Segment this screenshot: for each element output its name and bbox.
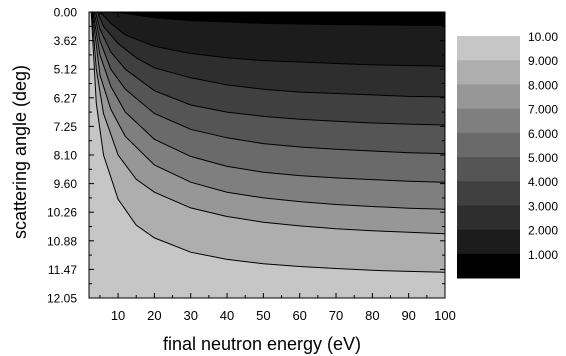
band-8 <box>89 12 445 298</box>
y-axis-ticks: 0.00 3.62 5.12 6.27 7.25 8.10 9.60 10.26 10.88 11… <box>47 6 445 306</box>
y-tick-label: 10.26 <box>47 206 77 220</box>
x-tick-label: 100 <box>434 308 456 323</box>
legend-label: 6.000 <box>528 127 558 141</box>
y-tick-label: 12.05 <box>47 292 77 306</box>
legend-swatch <box>457 108 520 134</box>
legend-swatch <box>457 84 520 110</box>
contour-line-4 <box>95 12 445 126</box>
legend-swatch <box>457 36 520 61</box>
y-axis-label: scattering angle (deg) <box>10 65 30 239</box>
contour-line-1 <box>110 12 445 26</box>
contour-line-2 <box>99 12 445 67</box>
contour-line-6 <box>92 12 445 183</box>
legend-label: 8.000 <box>528 78 558 92</box>
contour-line-9 <box>90 12 445 273</box>
legend-swatch <box>457 157 520 182</box>
legend-label: 9.000 <box>528 54 558 68</box>
band-9 <box>89 12 445 298</box>
color-legend: 10.00 9.000 8.000 7.000 6.000 5.000 4.000 3.000… <box>457 30 558 279</box>
y-tick-label: 9.60 <box>54 177 78 191</box>
x-tick-label: 70 <box>329 308 343 323</box>
x-tick-label: 40 <box>220 308 234 323</box>
x-axis-label: final neutron energy (eV) <box>163 334 361 354</box>
legend-swatch <box>457 205 520 231</box>
x-tick-label: 30 <box>183 308 197 323</box>
y-tick-label: 8.10 <box>54 149 78 163</box>
y-tick-label: 10.88 <box>47 234 77 248</box>
x-axis-ticks: 10 20 30 40 50 60 70 80 90 100 <box>99 12 456 323</box>
contour-line-8 <box>91 12 445 235</box>
y-tick-label: 5.12 <box>54 63 78 77</box>
y-tick-label: 7.25 <box>54 120 78 134</box>
contour-line-3 <box>96 12 445 98</box>
y-tick-label: 3.62 <box>54 34 78 48</box>
x-tick-label: 10 <box>111 308 125 323</box>
y-tick-label: 0.00 <box>54 6 78 20</box>
legend-label: 2.000 <box>528 224 558 238</box>
legend-swatch <box>457 181 520 206</box>
legend-swatch <box>457 132 520 158</box>
x-tick-label: 20 <box>147 308 161 323</box>
y-tick-label: 6.27 <box>54 91 78 105</box>
legend-label: 10.00 <box>528 30 558 44</box>
contour-bands <box>89 12 445 298</box>
legend-label: 7.000 <box>528 103 558 117</box>
legend-label: 4.000 <box>528 175 558 189</box>
contour-lines <box>90 12 445 273</box>
legend-swatch <box>457 253 520 279</box>
x-tick-label: 60 <box>292 308 306 323</box>
x-tick-label: 80 <box>365 308 379 323</box>
legend-swatch <box>457 60 520 85</box>
contour-line-7 <box>91 12 445 210</box>
contour-line-5 <box>93 12 445 155</box>
y-tick-label: 11.47 <box>48 263 77 277</box>
legend-label: 5.000 <box>528 151 558 165</box>
x-tick-label: 90 <box>401 308 415 323</box>
x-tick-label: 50 <box>256 308 270 323</box>
legend-label: 1.000 <box>528 248 558 262</box>
legend-label: 3.000 <box>528 199 558 213</box>
legend-swatch <box>457 229 520 255</box>
